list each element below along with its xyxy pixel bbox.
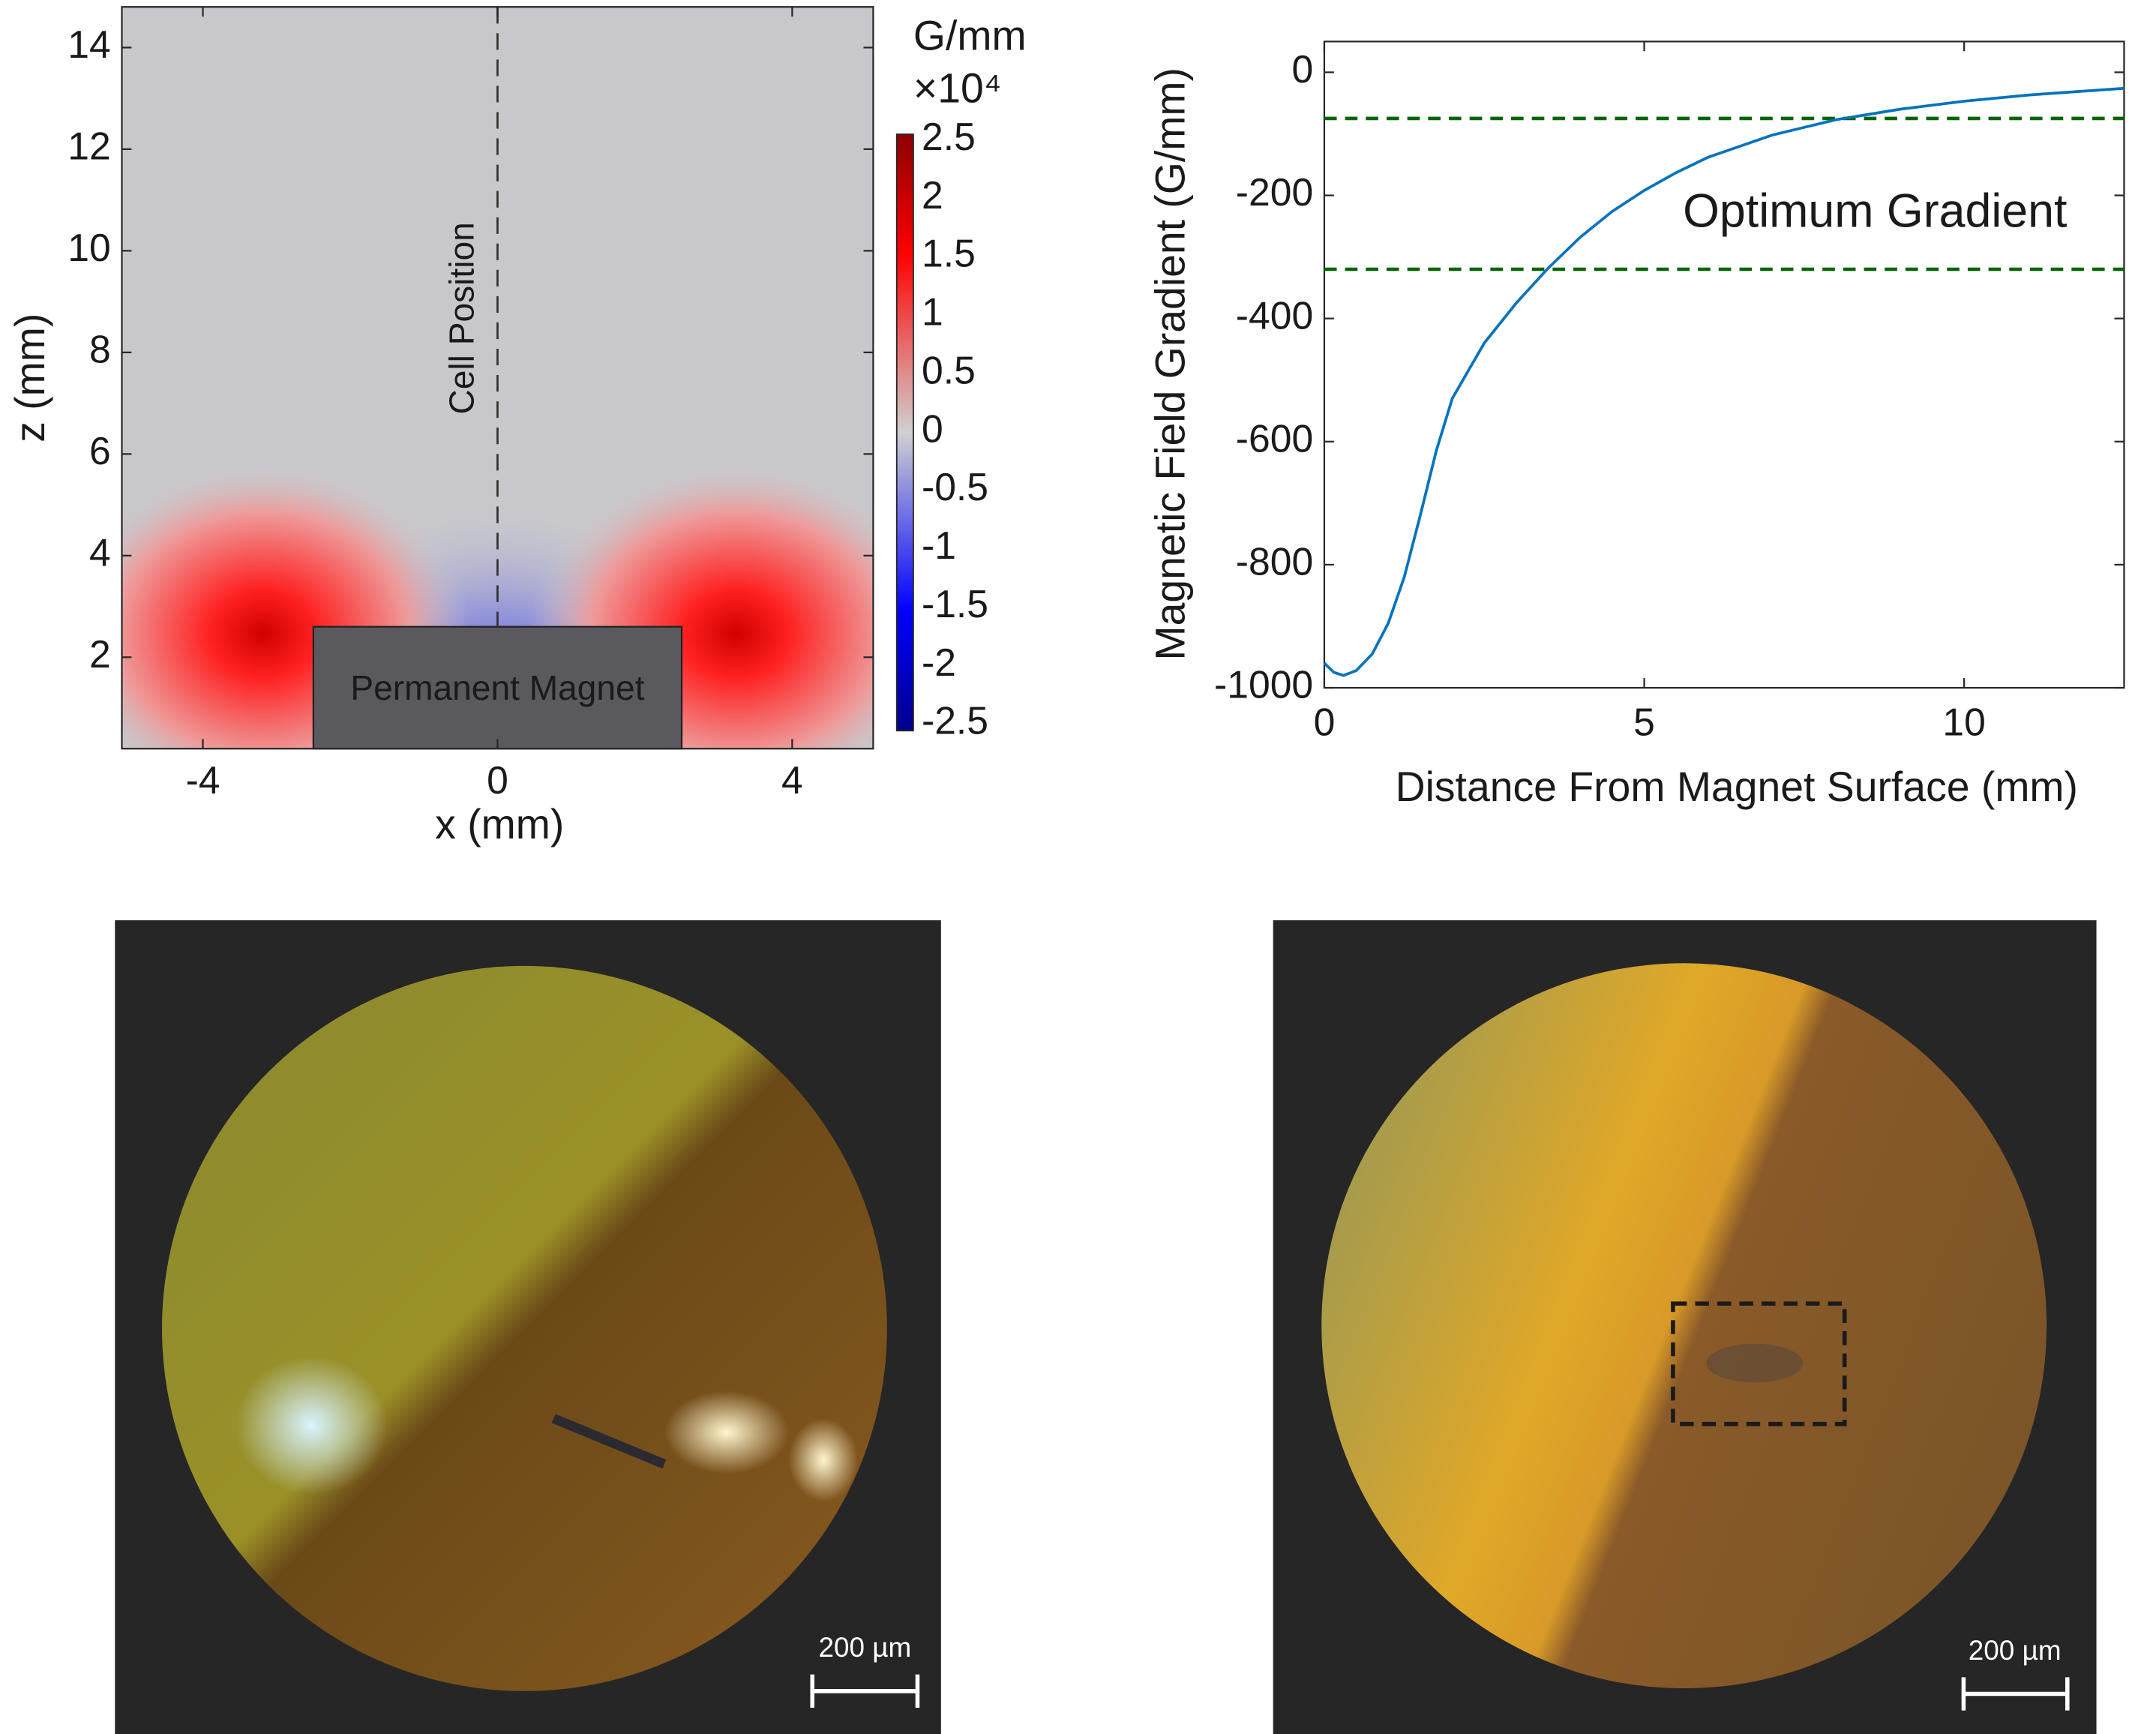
colorbar-tick-label: 1.5 [922,232,976,275]
y-tick-label: 0 [1291,47,1313,91]
x-tick-label: 5 [1633,700,1655,744]
colorbar-exponent: ×10⁴ [913,64,1002,111]
y-tick-label: 6 [89,429,111,472]
data-line [1323,86,2125,677]
x-tick-label: 0 [487,758,508,802]
y-tick-label: 8 [89,328,111,371]
y-tick-label: 12 [67,124,110,168]
plot-frame [1323,40,2125,689]
x-tick-label: -4 [186,758,220,802]
colorbar-tick-label: 1 [922,290,943,334]
y-axis-label: Magnetic Field Gradient (G/mm) [1147,68,1193,660]
y-tick-label: 14 [67,22,110,66]
line-panel: 0 5 10 -1000 -800 -600 -400 -200 0 [1214,40,2125,744]
y-tick-label: 2 [89,632,111,676]
y-tick-label: -600 [1236,416,1313,460]
scale-bar-label: 200 µm [818,1632,911,1663]
photo: 200 µm [115,920,941,1734]
x-axis-label: x (mm) [435,801,564,848]
colorbar-tick-label: -0.5 [922,465,988,508]
colorbar-tick-label: -1.5 [922,582,988,626]
y-tick-label: -400 [1236,293,1313,337]
x-tick-label: 0 [1314,700,1336,744]
x-axis-label: Distance From Magnet Surface (mm) [1396,764,2078,810]
y-tick-label: 4 [89,530,111,574]
x-tick-label: 4 [781,758,803,802]
y-tick-label: -800 [1236,540,1313,584]
y-tick-label: -200 [1236,170,1313,214]
colorbar-tick-label: 2.5 [922,115,976,158]
colorbar-label: G/mm [913,12,1027,58]
colorbar-tick-label: -1 [922,524,956,567]
cell-position-label: Cell Position [442,222,481,414]
y-tick-label: 10 [67,226,110,269]
magnet [312,626,683,750]
colorbar-tick-label: -2.5 [922,699,988,742]
y-axis-label: z (mm) [7,314,53,442]
colorbar-tick-label: 2 [922,173,943,217]
colorbar-tick-label: 0.5 [922,348,976,392]
colorbar-tick-label: 0 [922,406,943,450]
y-tick-label: -1000 [1214,663,1313,706]
photo: 200 µm [1273,920,2097,1734]
colorbar [895,134,914,732]
annotation: Optimum Gradient [1683,185,2067,238]
colorbar-tick-label: -2 [922,640,956,684]
x-tick-label: 10 [1942,700,1985,744]
scale-bar-label: 200 µm [1969,1635,2062,1666]
magnet-label: Permanent Magnet [350,668,644,707]
